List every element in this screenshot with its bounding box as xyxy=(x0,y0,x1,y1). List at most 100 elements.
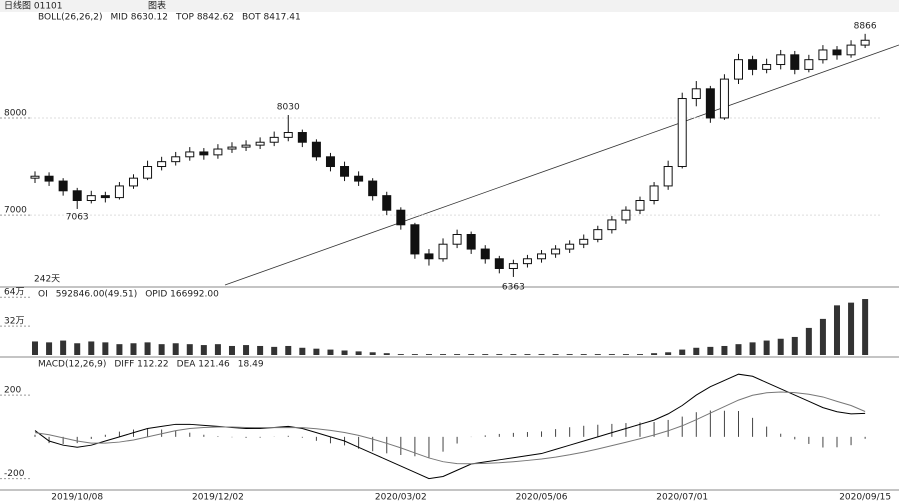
candle-body xyxy=(114,185,124,199)
bar xyxy=(763,340,770,355)
bar xyxy=(243,345,250,355)
candle-body xyxy=(466,233,476,250)
bar xyxy=(186,344,193,355)
bar xyxy=(327,349,334,355)
trend-line xyxy=(224,44,899,286)
bar xyxy=(313,348,320,355)
bar xyxy=(341,350,348,355)
bar xyxy=(454,354,461,355)
candle-body xyxy=(143,166,153,179)
window-title: 日线图 01101 xyxy=(4,0,63,12)
y-tick-label: 7000 xyxy=(4,206,27,216)
candle-body xyxy=(565,243,575,250)
x-tick-label: 2019/12/02 xyxy=(192,493,244,503)
menu[interactable]: 图表 xyxy=(148,0,166,12)
annotation: 242天 xyxy=(34,275,60,285)
bar xyxy=(791,336,798,355)
bar xyxy=(144,342,151,355)
candle-body xyxy=(621,209,631,221)
bar xyxy=(805,327,812,355)
candle-body xyxy=(255,141,265,146)
candle-body xyxy=(663,166,673,187)
bar xyxy=(608,354,615,355)
candle-body xyxy=(705,88,715,119)
y-tick-label: 32万 xyxy=(4,317,24,327)
candle-body xyxy=(593,229,603,240)
bar xyxy=(848,302,855,355)
bar xyxy=(749,342,756,355)
candle-body xyxy=(508,263,518,269)
bar xyxy=(468,354,475,355)
bar xyxy=(665,352,672,355)
candle-body xyxy=(734,59,743,80)
candle-body xyxy=(677,98,687,168)
bar xyxy=(369,352,376,355)
candle-body xyxy=(804,59,814,70)
candle-body xyxy=(269,136,279,143)
x-tick-label: 2020/05/06 xyxy=(516,493,568,503)
x-tick-label: 2020/07/01 xyxy=(656,493,708,503)
candle-body xyxy=(607,219,617,231)
bar xyxy=(440,354,447,355)
candle-body xyxy=(58,180,68,192)
x-tick-label: 2020/09/15 xyxy=(839,493,891,503)
candle-body xyxy=(635,200,645,211)
candle-body xyxy=(579,238,589,245)
bar xyxy=(411,354,418,355)
bar xyxy=(60,340,67,355)
bar xyxy=(580,354,587,355)
bar xyxy=(651,353,658,355)
bar xyxy=(679,349,686,355)
bar xyxy=(172,343,179,355)
bar xyxy=(299,347,306,355)
bar xyxy=(482,354,489,355)
legend-text: 18.49 xyxy=(238,360,264,370)
bar xyxy=(425,354,432,355)
candle-body xyxy=(480,248,490,260)
candle-body xyxy=(382,195,392,211)
candle-body xyxy=(128,177,138,187)
bar xyxy=(594,354,601,355)
candle-body xyxy=(551,248,561,255)
candle-body xyxy=(241,144,251,148)
bar xyxy=(200,345,207,355)
y-tick-label: -200 xyxy=(4,469,25,479)
candle-body xyxy=(213,148,223,156)
bar xyxy=(74,343,81,355)
bar xyxy=(102,342,109,355)
bar xyxy=(721,345,728,355)
candle-body xyxy=(494,258,504,269)
candle-body xyxy=(410,224,420,255)
candle-body xyxy=(86,195,96,202)
legend-text: OPID 166992.00 xyxy=(145,290,219,300)
candle-body xyxy=(860,39,870,46)
bar xyxy=(130,343,137,355)
candle-body xyxy=(368,180,378,197)
legend-text: BOLL(26,26,2) xyxy=(38,13,103,23)
bar xyxy=(552,354,559,355)
annotation: 6363 xyxy=(502,282,525,292)
candle-body xyxy=(818,49,828,61)
bar xyxy=(777,338,784,355)
bar xyxy=(116,344,123,355)
candle-body xyxy=(832,49,842,56)
macd-line xyxy=(34,391,866,465)
candle-body xyxy=(424,253,434,260)
bar xyxy=(833,305,840,355)
candle-body xyxy=(776,54,786,66)
bar xyxy=(538,354,545,355)
candle-body xyxy=(537,253,547,260)
candle-body xyxy=(790,54,800,70)
candle-body xyxy=(283,132,293,138)
bar xyxy=(524,354,531,355)
legend-text: OI xyxy=(38,290,48,300)
candle-body xyxy=(199,151,209,156)
legend-text: MID 8630.12 xyxy=(111,13,168,23)
annotation: 8030 xyxy=(277,103,300,113)
candle-body xyxy=(325,156,335,168)
bar xyxy=(397,354,404,355)
candle-body xyxy=(452,233,462,245)
candle-body xyxy=(522,258,532,265)
legend-text: DIFF 112.22 xyxy=(114,360,168,370)
